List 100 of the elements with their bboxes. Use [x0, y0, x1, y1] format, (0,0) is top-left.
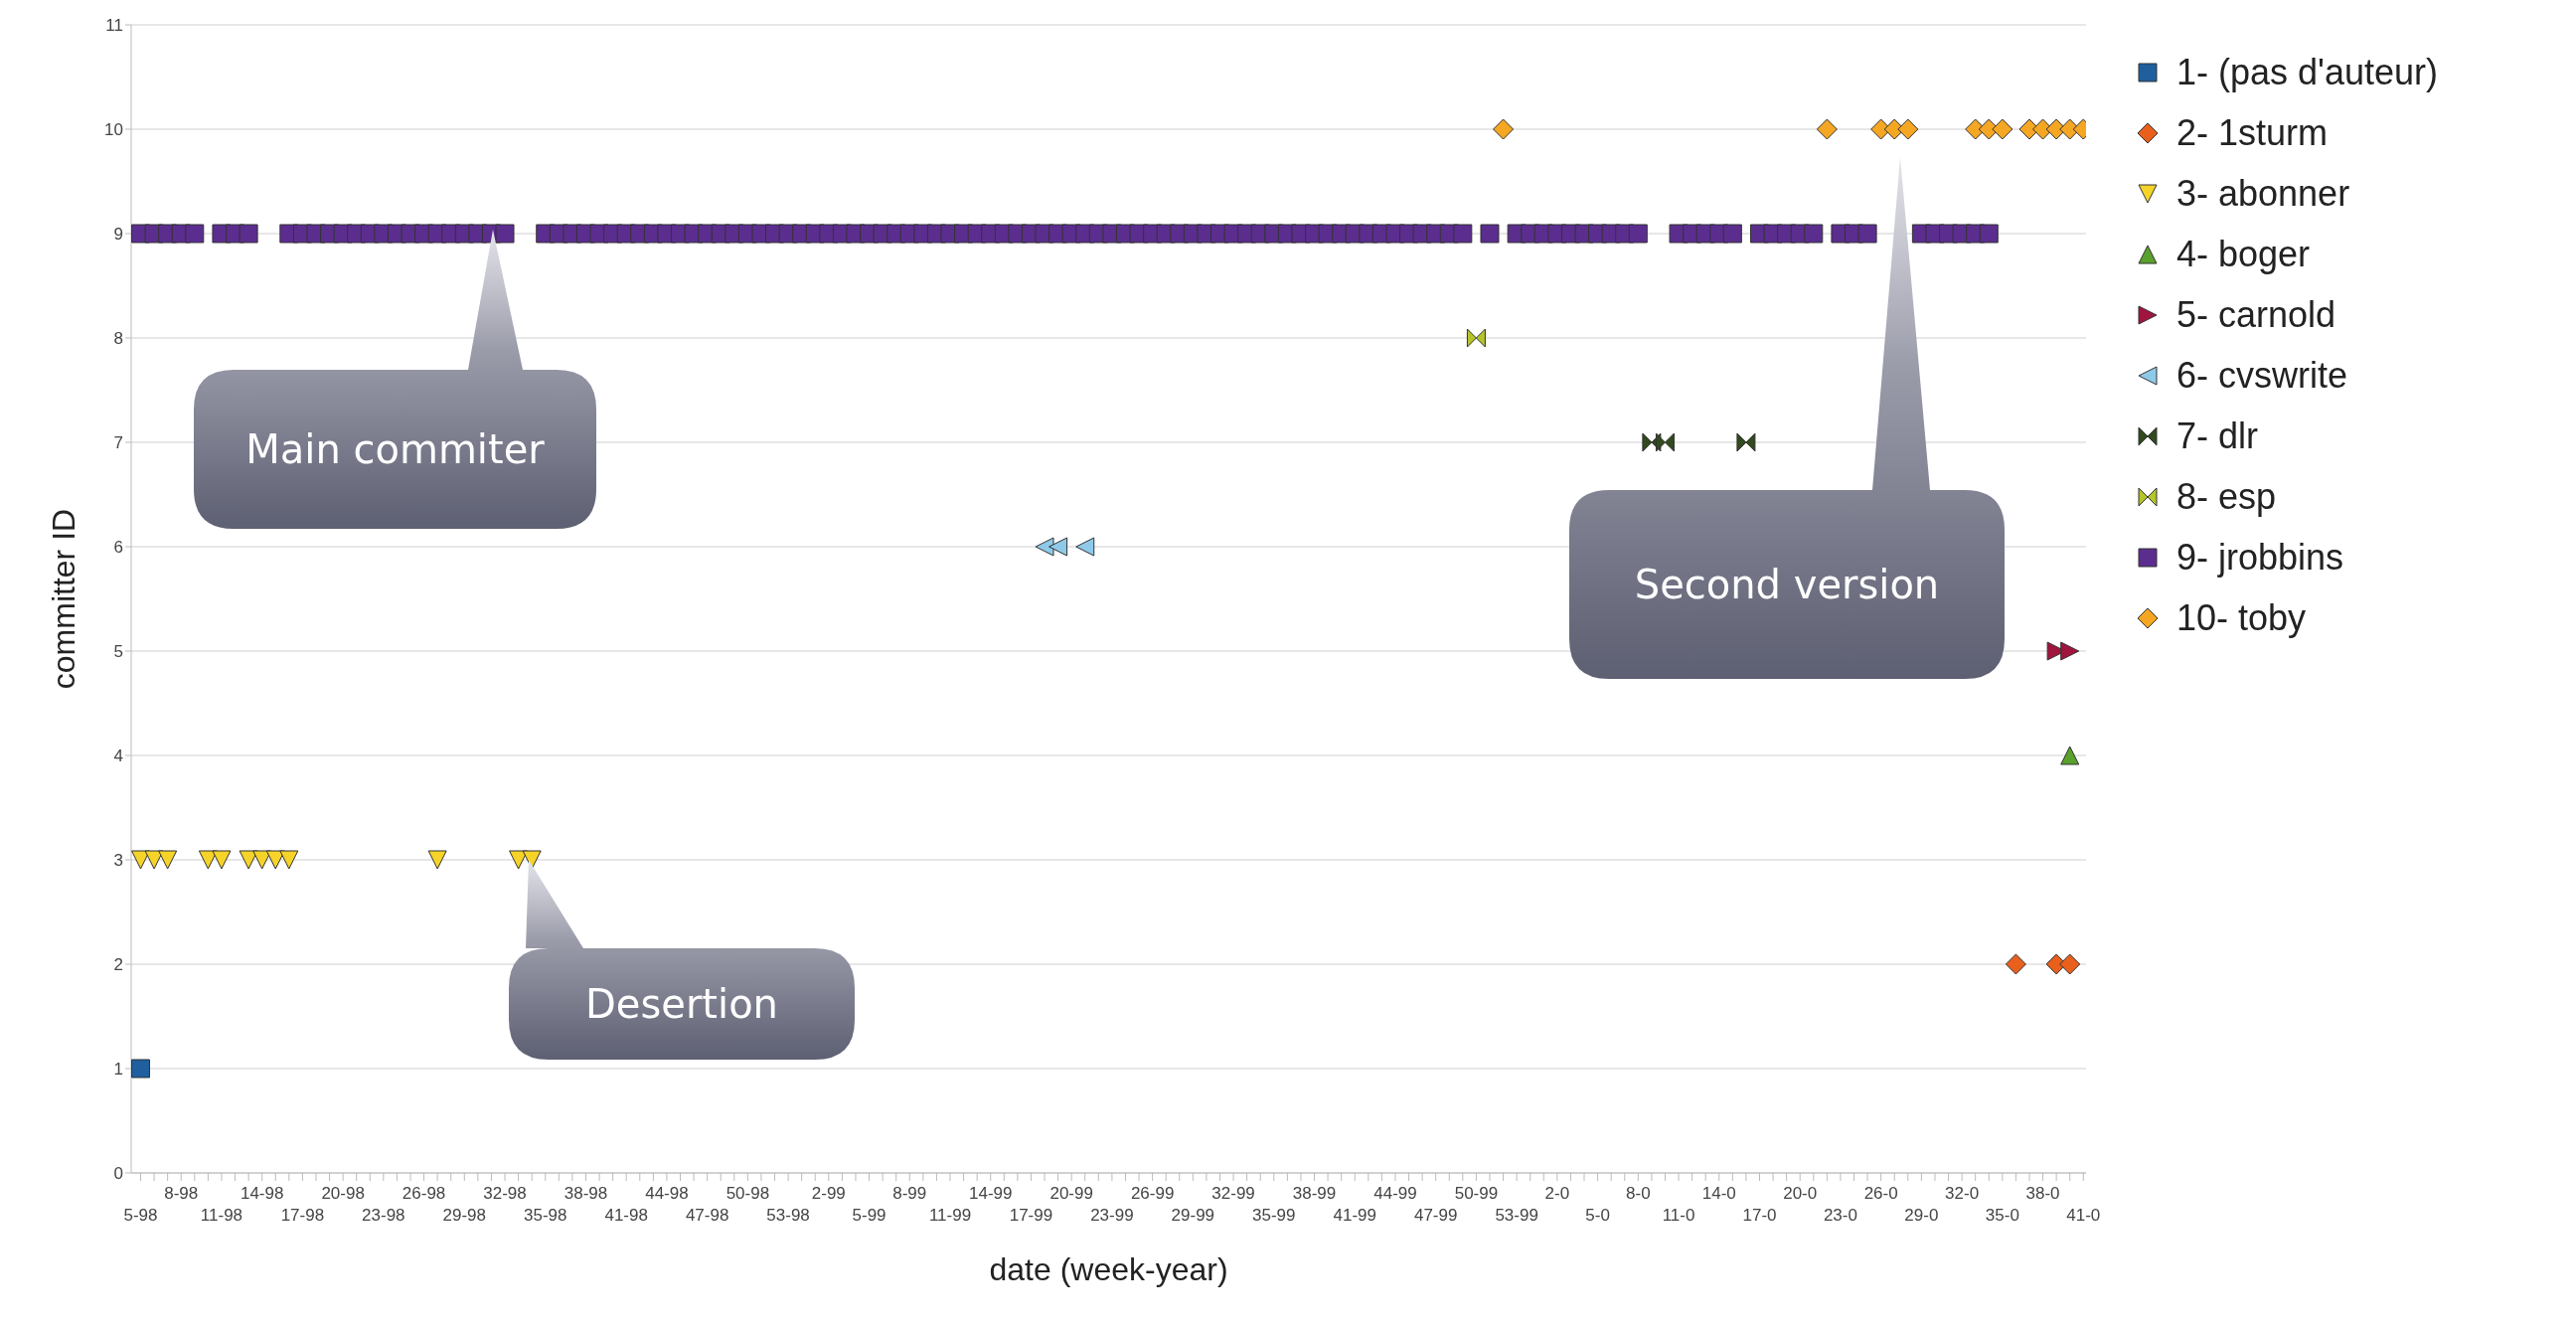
- x-tick-label: 23-0: [1823, 1206, 1857, 1225]
- x-tick-label: 23-98: [362, 1206, 405, 1225]
- x-tick-label: 41-0: [2066, 1206, 2101, 1225]
- x-tick-label: 47-99: [1413, 1206, 1458, 1225]
- annotation: Main commiter: [245, 426, 546, 472]
- x-tick-label: 8-99: [892, 1184, 927, 1203]
- point: [279, 850, 299, 870]
- x-tick-label: 11-99: [928, 1206, 972, 1225]
- x-tick-label: 29-98: [442, 1206, 487, 1225]
- x-tick-label: 50-98: [725, 1184, 770, 1203]
- point: [265, 850, 285, 870]
- x-tick-label: 26-99: [1130, 1184, 1175, 1203]
- x-tick-label: 2-0: [1544, 1184, 1570, 1203]
- y-tick-label: 10: [104, 120, 123, 140]
- point: [522, 850, 542, 870]
- point: [1816, 118, 1838, 140]
- x-tick-label: 53-98: [766, 1206, 810, 1225]
- point: [2005, 953, 2026, 975]
- y-tick-label: 2: [113, 955, 123, 975]
- x-tick-label: 5-99: [852, 1206, 886, 1225]
- point: [1493, 118, 1515, 140]
- x-tick-label: 50-99: [1454, 1184, 1499, 1203]
- x-tick-label: 29-0: [1904, 1206, 1939, 1225]
- x-tick-label: 32-98: [483, 1184, 527, 1203]
- x-tick-label: 11-98: [200, 1206, 243, 1225]
- x-tick-label: 17-98: [280, 1206, 325, 1225]
- point: [2059, 953, 2081, 975]
- point: [212, 850, 232, 870]
- x-tick-label: 8-0: [1626, 1184, 1651, 1203]
- point: [1466, 328, 1486, 348]
- y-tick-label: 9: [113, 225, 123, 245]
- legend-label: 4- boger: [2176, 233, 2311, 275]
- y-axis-title: committer ID: [46, 508, 82, 690]
- point: [239, 850, 258, 870]
- x-tick-label: 38-0: [2025, 1184, 2060, 1203]
- legend-label: 1- (pas d'auteur): [2176, 51, 2439, 93]
- y-tick-label: 6: [113, 538, 123, 558]
- legend-label: 7- dlr: [2176, 415, 2259, 457]
- legend-label: 10- toby: [2176, 596, 2307, 639]
- x-tick-label: 41-99: [1333, 1206, 1376, 1225]
- x-tick-label: 2-99: [811, 1184, 846, 1203]
- x-tick-label: 14-99: [968, 1184, 1013, 1203]
- point: [131, 1059, 150, 1079]
- y-tick-label: 4: [113, 747, 123, 766]
- x-tick-label: 41-98: [604, 1206, 648, 1225]
- x-tick-label: 5-98: [123, 1206, 158, 1225]
- y-tick-label: 3: [113, 851, 123, 871]
- x-tick-label: 35-98: [524, 1206, 567, 1225]
- x-tick-label: 20-0: [1783, 1184, 1818, 1203]
- legend-label: 2- 1sturm: [2176, 111, 2329, 154]
- x-axis-title: date (week-year): [989, 1251, 1228, 1287]
- x-tick-label: 17-99: [1009, 1206, 1053, 1225]
- x-tick-label: 20-99: [1049, 1184, 1093, 1203]
- point: [2060, 746, 2080, 765]
- point: [1736, 432, 1756, 452]
- y-tick-label: 7: [113, 433, 123, 453]
- x-tick-label: 32-0: [1945, 1184, 1980, 1203]
- x-tick-label: 23-99: [1090, 1206, 1134, 1225]
- legend-label: 8- esp: [2176, 475, 2277, 518]
- x-tick-label: 38-98: [564, 1184, 608, 1203]
- y-tick-label: 11: [105, 16, 123, 36]
- point: [131, 850, 150, 870]
- x-tick-label: 47-98: [685, 1206, 729, 1225]
- x-tick-label: 26-98: [402, 1184, 446, 1203]
- x-tick-label: 26-0: [1863, 1184, 1898, 1203]
- point: [1897, 118, 1919, 140]
- point: [2060, 641, 2080, 661]
- point: [198, 850, 218, 870]
- x-tick-label: 29-99: [1171, 1206, 1215, 1225]
- y-tick-label: 8: [113, 329, 123, 349]
- annotation: Second version: [1634, 562, 1940, 607]
- point: [1075, 537, 1095, 557]
- y-tick-label: 1: [113, 1060, 123, 1080]
- x-tick-label: 17-0: [1742, 1206, 1777, 1225]
- point: [1655, 432, 1675, 452]
- x-tick-label: 35-99: [1252, 1206, 1296, 1225]
- point: [1048, 537, 1068, 557]
- x-tick-label: 32-99: [1211, 1184, 1255, 1203]
- x-tick-label: 44-99: [1373, 1184, 1417, 1203]
- legend-label: 5- carnold: [2176, 293, 2336, 336]
- x-tick-label: 38-99: [1292, 1184, 1337, 1203]
- annotation: Desertion: [585, 981, 778, 1027]
- y-tick-label: 0: [113, 1164, 123, 1184]
- point: [1992, 118, 2013, 140]
- point: [427, 850, 447, 870]
- legend-label: 9- jrobbins: [2176, 536, 2344, 579]
- point: [144, 850, 164, 870]
- x-tick-label: 5-0: [1585, 1206, 1610, 1225]
- x-tick-label: 14-98: [240, 1184, 284, 1203]
- x-tick-label: 11-0: [1662, 1206, 1695, 1225]
- y-tick-label: 5: [113, 642, 123, 662]
- legend-label: 3- abonner: [2176, 172, 2350, 215]
- x-tick-label: 8-98: [164, 1184, 199, 1203]
- legend-label: 6- cvswrite: [2176, 354, 2348, 397]
- x-tick-label: 35-0: [1985, 1206, 2019, 1225]
- x-tick-label: 44-98: [645, 1184, 689, 1203]
- x-tick-label: 20-98: [321, 1184, 365, 1203]
- point: [158, 850, 178, 870]
- x-tick-label: 14-0: [1701, 1184, 1736, 1203]
- x-tick-label: 53-99: [1495, 1206, 1538, 1225]
